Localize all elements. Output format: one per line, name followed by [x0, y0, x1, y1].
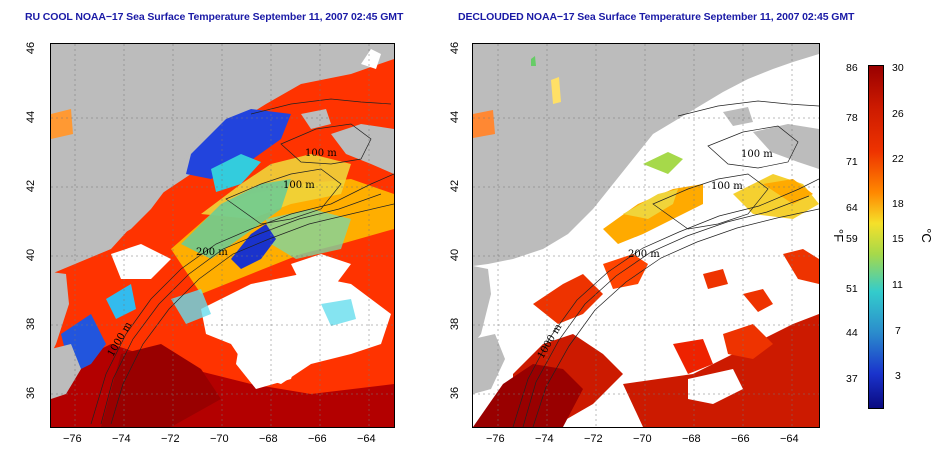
contour-label-200m: 200 m	[196, 247, 228, 258]
colorbar-f-label: 51	[846, 283, 858, 295]
colorbar-c-label: 30	[892, 62, 904, 74]
x-tick-left: −68	[259, 433, 278, 445]
x-tick-right: −70	[633, 433, 652, 445]
left-sst-map[interactable]: 100 m 100 m 200 m 1000 m	[50, 43, 395, 428]
colorbar-c-label: 22	[892, 153, 904, 165]
x-tick-right: −76	[486, 433, 505, 445]
colorbar-f-label: 86	[846, 62, 858, 74]
colorbar-c-label: 18	[892, 198, 904, 210]
celsius-unit-label: °C	[918, 228, 934, 243]
colorbar-f-label: 37	[846, 373, 858, 385]
contour-label-100m: 100 m	[711, 181, 743, 192]
y-tick-right: 40	[449, 248, 462, 262]
colorbar-c-label: 7	[895, 325, 901, 337]
y-tick-right: 36	[449, 386, 462, 400]
y-tick-right: 46	[449, 41, 462, 55]
x-tick-right: −74	[535, 433, 554, 445]
colorbar-c-label: 26	[892, 108, 904, 120]
temperature-colorbar	[868, 65, 884, 409]
colorbar-c-label: 15	[892, 233, 904, 245]
colorbar-c-label: 3	[895, 370, 901, 382]
left-map-title: RU COOL NOAA−17 Sea Surface Temperature …	[25, 11, 404, 23]
y-tick-left: 46	[25, 41, 38, 55]
fahrenheit-unit-label: °F	[831, 228, 847, 243]
x-tick-right: −72	[584, 433, 603, 445]
y-tick-left: 36	[25, 386, 38, 400]
contour-label-100m: 100 m	[305, 148, 337, 159]
right-sst-map[interactable]: 100 m 100 m 200 m 1000 m	[472, 43, 820, 428]
y-tick-left: 42	[25, 179, 38, 193]
x-tick-left: −76	[63, 433, 82, 445]
contour-label-100m: 100 m	[283, 180, 315, 191]
x-tick-left: −70	[210, 433, 229, 445]
colorbar-f-label: 44	[846, 327, 858, 339]
x-tick-left: −74	[112, 433, 131, 445]
x-tick-left: −66	[308, 433, 327, 445]
x-tick-right: −68	[682, 433, 701, 445]
x-tick-left: −64	[357, 433, 376, 445]
x-tick-right: −64	[780, 433, 799, 445]
contour-label-100m: 100 m	[741, 149, 773, 160]
right-map-title: DECLOUDED NOAA−17 Sea Surface Temperatur…	[458, 11, 855, 23]
colorbar-f-label: 71	[846, 156, 858, 168]
y-tick-right: 38	[449, 317, 462, 331]
colorbar-c-label: 11	[892, 279, 903, 291]
colorbar-f-label: 64	[846, 202, 858, 214]
y-tick-left: 40	[25, 248, 38, 262]
colorbar-f-label: 59	[846, 233, 858, 245]
y-tick-left: 38	[25, 317, 38, 331]
y-tick-left: 44	[25, 110, 38, 124]
y-tick-right: 42	[449, 179, 462, 193]
contour-label-200m: 200 m	[628, 249, 660, 260]
x-tick-right: −66	[731, 433, 750, 445]
y-tick-right: 44	[449, 110, 462, 124]
x-tick-left: −72	[161, 433, 180, 445]
colorbar-f-label: 78	[846, 112, 858, 124]
